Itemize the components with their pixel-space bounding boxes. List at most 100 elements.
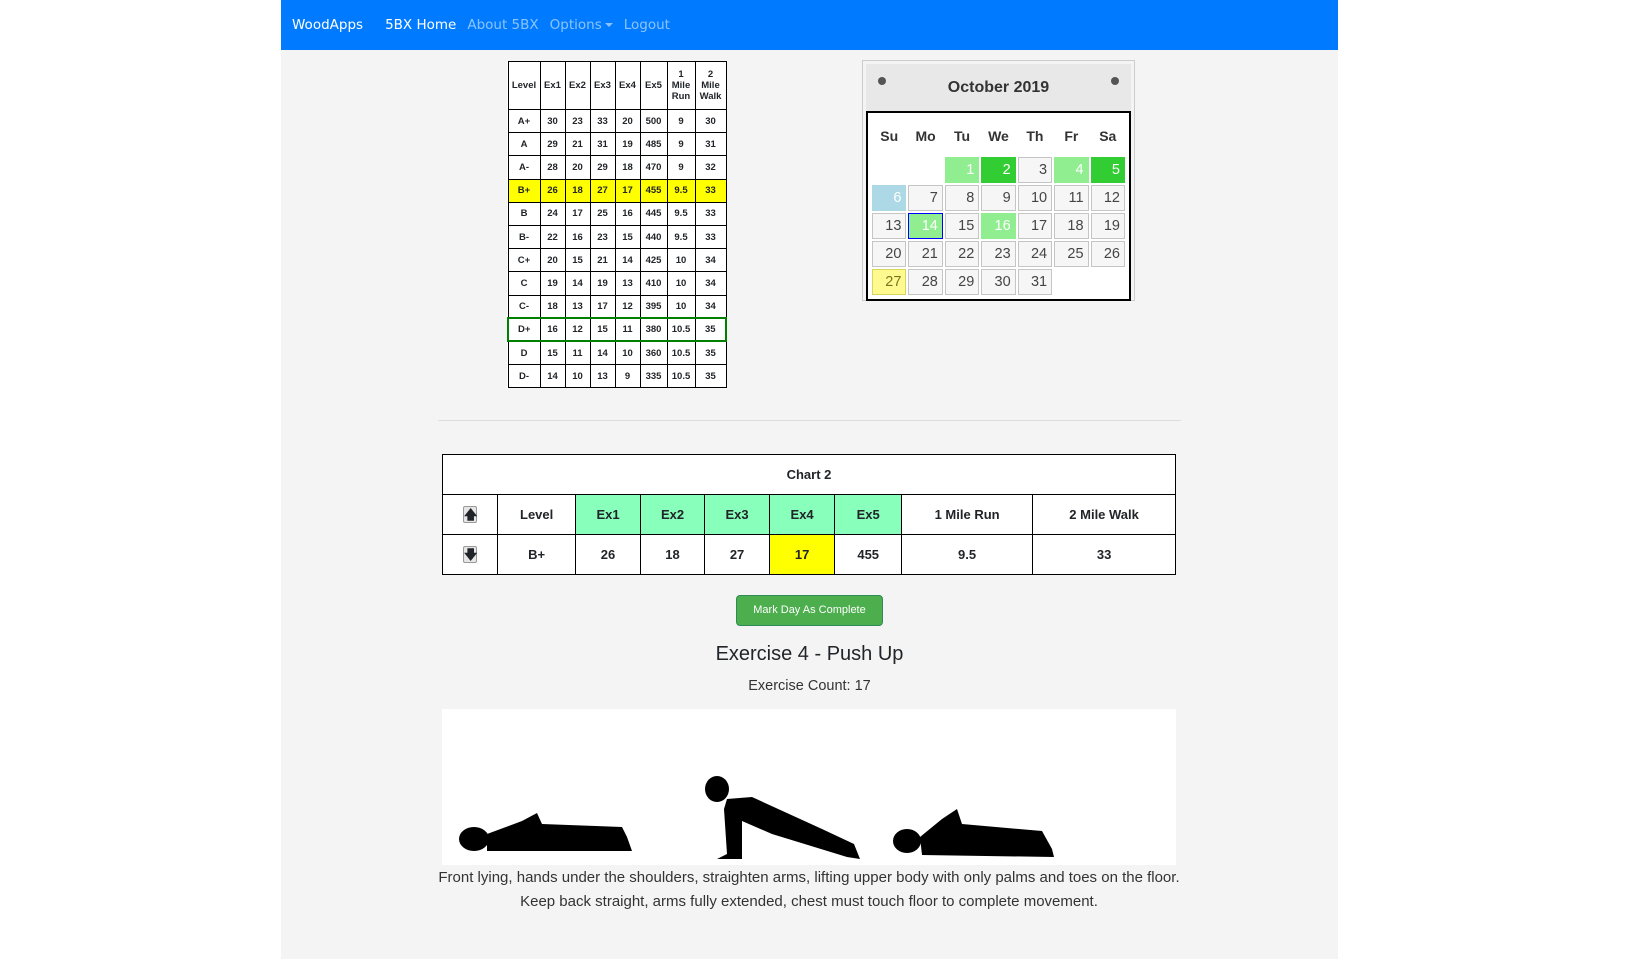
empty-day <box>908 157 942 183</box>
week-row: 20 21 22 23 24 25 26 <box>872 241 1125 267</box>
calendar-day[interactable]: 29 <box>944 269 980 295</box>
calendar-day[interactable]: 9 <box>981 185 1016 211</box>
calendar-day[interactable]: 23 <box>981 241 1016 267</box>
calendar-day[interactable]: 10 <box>1017 185 1053 211</box>
calendar-day[interactable]: 17 <box>1017 213 1053 239</box>
calendar-day[interactable]: 3 <box>1017 157 1053 183</box>
table-row: B- 22 16 23 15 440 9.5 33 <box>507 224 727 250</box>
table-cell: 9 <box>666 132 696 157</box>
arrow-down-icon[interactable]: 🡇 <box>463 546 478 563</box>
table-cell: B+ <box>507 178 541 203</box>
table-cell: 17 <box>589 294 616 319</box>
next-month-icon[interactable] <box>1111 77 1119 85</box>
weekday-header: Mo <box>915 128 936 144</box>
table-cell: 34 <box>694 271 727 296</box>
chart2-header: Level <box>496 494 577 535</box>
chart2-value: 18 <box>639 534 706 575</box>
nav-5bx-home[interactable]: 5BX Home <box>385 17 457 33</box>
calendar-day[interactable]: 20 <box>872 241 907 267</box>
table-cell: 14 <box>539 364 566 389</box>
table-cell: 9 <box>614 364 641 389</box>
chart2-value: 27 <box>704 534 770 575</box>
calendar-day[interactable]: 4 <box>1054 157 1089 183</box>
table-cell: 18 <box>564 178 591 203</box>
table-cell: 18 <box>614 155 641 180</box>
table-cell: 13 <box>589 364 616 389</box>
calendar-day[interactable]: 24 <box>1017 241 1053 267</box>
calendar-day[interactable]: 2 <box>981 157 1016 183</box>
table-cell: A <box>507 132 541 157</box>
week-row: 6 7 8 9 10 11 12 <box>872 185 1125 211</box>
calendar-day[interactable]: 6 <box>872 185 907 211</box>
calendar-day[interactable]: 28 <box>908 269 943 295</box>
nav-about-5bx[interactable]: About 5BX <box>467 17 539 33</box>
table-cell: D <box>507 340 541 366</box>
brand-link[interactable]: WoodApps <box>292 17 364 33</box>
table-cell: 410 <box>639 271 668 296</box>
table-row: D+ 16 12 15 11 380 10.5 35 <box>507 317 727 343</box>
table-cell: 22 <box>539 224 566 250</box>
table-cell: 11 <box>564 340 591 366</box>
calendar-day[interactable]: 22 <box>944 241 980 267</box>
calendar-day[interactable]: 26 <box>1090 241 1125 267</box>
calendar-day[interactable]: 11 <box>1054 185 1089 211</box>
chart2-header: Ex4 <box>768 494 836 535</box>
table-cell: 29 <box>589 155 616 180</box>
calendar-day[interactable]: 13 <box>872 213 907 239</box>
calendar-day[interactable]: 16 <box>981 213 1016 239</box>
prev-month-icon[interactable] <box>878 77 886 85</box>
calendar-day[interactable]: 25 <box>1054 241 1089 267</box>
table-cell: 33 <box>694 178 727 203</box>
calendar-day[interactable]: 12 <box>1090 185 1125 211</box>
calendar-day[interactable]: 7 <box>908 185 943 211</box>
empty-day <box>1091 269 1125 295</box>
table-cell: 14 <box>564 271 591 296</box>
table-cell: 10 <box>666 294 696 319</box>
calendar-day[interactable]: 1 <box>944 157 980 183</box>
calendar-title: October 2019 <box>947 79 1050 96</box>
calendar-grid: Su Mo Tu We Th Fr Sa 1 2 3 4 5 6 7 8 9 10 11 12 13 14 15 16 17 1… <box>870 115 1127 297</box>
table-cell: 19 <box>539 271 566 296</box>
calendar-day[interactable]: 8 <box>944 185 980 211</box>
table-row: D 15 11 14 10 360 10.5 35 <box>507 340 727 366</box>
mark-day-complete-button[interactable]: Mark Day As Complete <box>736 595 883 626</box>
calendar-day[interactable]: 14 <box>908 213 943 239</box>
navbar: WoodApps 5BX Home About 5BX Options Logo… <box>281 0 1338 50</box>
nav-options-dropdown[interactable]: Options <box>550 17 613 33</box>
table-cell: D+ <box>507 317 541 343</box>
table-cell: B- <box>507 224 541 250</box>
weekday-row: Su Mo Tu We Th Fr Sa <box>872 117 1125 155</box>
table-cell: 21 <box>564 132 591 157</box>
table-cell: D- <box>507 364 541 389</box>
calendar-day[interactable]: 19 <box>1090 213 1125 239</box>
chart2-header: 2 Mile Walk <box>1032 494 1176 535</box>
calendar-day[interactable]: 15 <box>944 213 980 239</box>
calendar-day[interactable]: 30 <box>981 269 1016 295</box>
table-cell: 10 <box>614 340 641 366</box>
calendar-day[interactable]: 5 <box>1090 157 1125 183</box>
calendar-day[interactable]: 27 <box>872 269 907 295</box>
table-cell: 10 <box>666 271 696 296</box>
table-cell: 12 <box>564 317 591 343</box>
nav-logout[interactable]: Logout <box>623 17 670 33</box>
column-header: 2 Mile Walk <box>694 61 727 110</box>
calendar-day[interactable]: 21 <box>908 241 943 267</box>
table-cell: 17 <box>564 201 591 226</box>
calendar-day[interactable]: 31 <box>1017 269 1053 295</box>
week-row: 27 28 29 30 31 <box>872 269 1125 295</box>
arrow-up-icon[interactable]: 🡅 <box>463 506 478 523</box>
table-cell: 12 <box>614 294 641 319</box>
push-up-illustration <box>442 709 1176 865</box>
table-cell: 15 <box>564 248 591 273</box>
table-cell: 9 <box>666 155 696 180</box>
table-cell: 35 <box>694 364 727 389</box>
chart2-header: Ex1 <box>575 494 641 535</box>
table-cell: 26 <box>539 178 566 203</box>
calendar-day[interactable]: 18 <box>1054 213 1089 239</box>
up-cell: 🡅 <box>442 494 498 535</box>
figure-lying <box>459 813 632 851</box>
weekday-header: We <box>988 128 1009 144</box>
table-cell: 34 <box>694 294 727 319</box>
table-cell: 440 <box>639 224 668 250</box>
table-header-row: Level Ex1 Ex2 Ex3 Ex4 Ex5 1 Mile Run 2 Mile Wal… <box>507 61 727 110</box>
